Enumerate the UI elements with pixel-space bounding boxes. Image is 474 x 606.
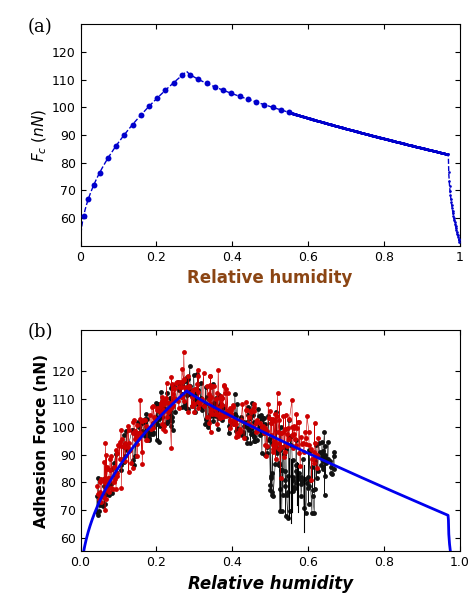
Point <box>195 75 202 84</box>
X-axis label: Relative humidity: Relative humidity <box>188 575 353 593</box>
Point <box>261 100 268 110</box>
Point <box>104 153 111 163</box>
Text: (b): (b) <box>27 323 53 341</box>
Point <box>252 97 260 107</box>
Point <box>170 78 178 87</box>
Point <box>219 85 227 95</box>
Point <box>228 88 235 98</box>
Y-axis label: Adhesion Force (nN): Adhesion Force (nN) <box>34 354 49 528</box>
Point <box>84 195 92 204</box>
Point <box>96 168 103 178</box>
Point <box>178 70 186 80</box>
Y-axis label: $F_c$ $(nN)$: $F_c$ $(nN)$ <box>31 108 49 162</box>
Point <box>154 93 161 103</box>
Point <box>277 105 285 115</box>
X-axis label: Relative humidity: Relative humidity <box>188 269 353 287</box>
Point <box>120 130 128 139</box>
Point <box>269 102 276 112</box>
Point <box>236 92 244 101</box>
Point <box>211 82 219 92</box>
Point <box>90 180 98 190</box>
Point <box>137 110 145 120</box>
Point <box>244 95 252 104</box>
Point <box>145 102 153 112</box>
Point <box>162 85 169 95</box>
Text: (a): (a) <box>27 18 52 36</box>
Point <box>186 70 194 79</box>
Point <box>112 141 120 151</box>
Point <box>129 120 137 130</box>
Point <box>203 79 210 88</box>
Point <box>285 107 293 117</box>
Point <box>80 211 87 221</box>
